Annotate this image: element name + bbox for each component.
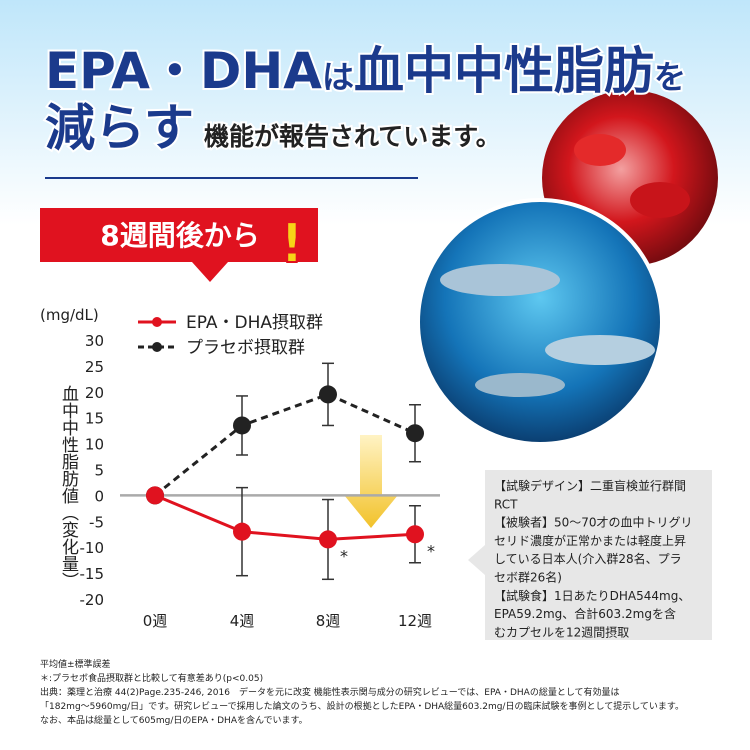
info-box: [468, 470, 712, 640]
legend-marker: [152, 317, 162, 327]
headline-part: を: [654, 58, 686, 96]
fish: [475, 373, 565, 397]
unit-label: (mg/dL): [40, 306, 99, 324]
y-axis-label: 血中中性脂肪値（変化量）: [58, 385, 79, 589]
headline-part: 機能が報告されています。: [204, 122, 501, 151]
y-tick-label: -20: [80, 591, 105, 609]
footnote: なお、本品は総量として605mg/日のEPA・DHAを含んでいます。: [40, 714, 308, 726]
info-line: セボ群26名): [494, 570, 562, 585]
point: [406, 525, 424, 544]
point: [233, 416, 251, 435]
annotation: *: [340, 546, 348, 565]
y-tick-label: -10: [80, 539, 105, 557]
legend-label: プラセボ摂取群: [186, 338, 305, 358]
blood-cell: [574, 134, 626, 166]
info-line: むカプセルを12週間摂取: [494, 624, 629, 639]
legend-marker: [152, 342, 162, 352]
footnote: 出典：薬理と治療 44(2)Page.235-246, 2016 データを元に改…: [40, 686, 620, 698]
headline-part: 減らす: [45, 99, 194, 157]
footnote: ＊:プラセボ食品摂取群と比較して有意差あり(p<0.05): [40, 672, 263, 684]
footnote: 「182mg〜5960mg/日」です。研究レビューで採用した論文のうち、設計の根…: [40, 700, 684, 712]
legend-label: EPA・DHA摂取群: [186, 313, 323, 333]
headline-part: EPA・DHA: [45, 42, 322, 100]
headline-2: 減らす 機能が報告されています。: [45, 99, 501, 157]
badge: [40, 208, 318, 282]
info-line: EPA59.2mg、合計603.2mgを含: [494, 606, 676, 621]
y-tick-label: 5: [94, 462, 104, 480]
y-tick-label: -5: [89, 513, 104, 531]
x-tick-label: 0週: [143, 612, 168, 630]
badge-mark: !: [280, 212, 305, 275]
y-tick-label: 15: [85, 410, 104, 428]
info-line: 【試験食】1日あたりDHA544mg、: [494, 588, 690, 603]
y-tick-label: 25: [85, 358, 104, 376]
fish-image: [416, 198, 664, 446]
y-tick-label: 30: [85, 332, 104, 350]
down-arrow: [344, 435, 398, 528]
point: [319, 385, 337, 404]
y-tick-label: 0: [94, 487, 104, 505]
point: [146, 486, 164, 505]
info-line: 【試験デザイン】二重盲検並行群間: [494, 478, 686, 493]
series-line: [154, 392, 416, 497]
point: [319, 530, 337, 549]
headline-part: は: [322, 58, 354, 96]
badge-text: 8週間後から: [100, 219, 259, 252]
footnote: 平均値±標準誤差: [40, 658, 111, 670]
blood-cell: [630, 182, 690, 218]
info-line: している日本人(介入群28名、プラ: [494, 551, 682, 566]
series-line: [154, 494, 416, 541]
point: [406, 424, 424, 443]
y-tick-label: 20: [85, 384, 104, 402]
y-tick-label: -15: [80, 565, 105, 583]
fish: [545, 335, 655, 365]
headline-part: 血中中性脂肪: [354, 42, 654, 100]
y-tick-label: 10: [85, 436, 104, 454]
fish: [440, 264, 560, 296]
annotation: *: [427, 541, 435, 560]
point: [233, 522, 251, 541]
info-line: RCT: [494, 497, 518, 511]
info-line: セリド濃度が正常かまたは軽度上昇: [494, 533, 686, 548]
headline-1: EPA・DHAは血中中性脂肪を: [45, 42, 686, 100]
x-tick-label: 8週: [316, 612, 341, 630]
x-tick-label: 4週: [230, 612, 255, 630]
info-line: 【被験者】50〜70才の血中トリグリ: [494, 515, 693, 530]
x-tick-label: 12週: [398, 612, 432, 630]
